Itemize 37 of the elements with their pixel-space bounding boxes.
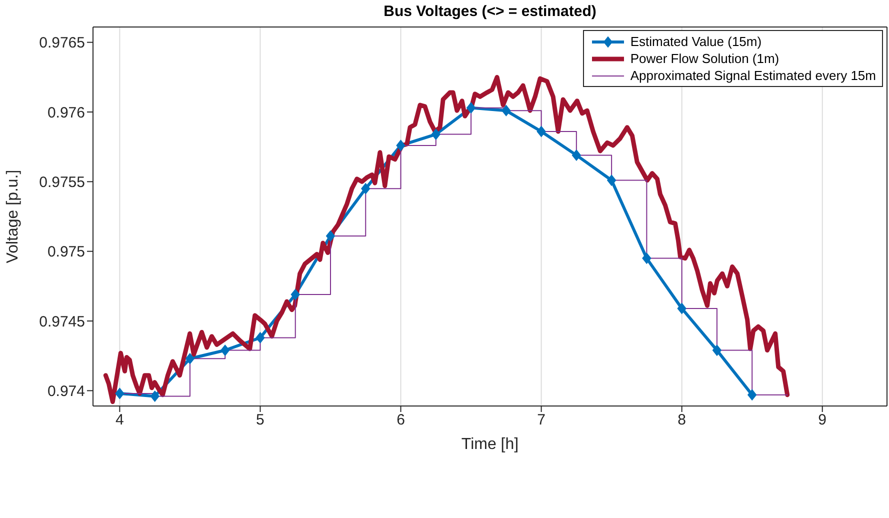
point xyxy=(748,389,757,400)
point xyxy=(290,289,300,300)
point xyxy=(220,344,230,356)
x-tick-label: 8 xyxy=(678,412,686,429)
point xyxy=(361,183,370,194)
point xyxy=(185,353,194,364)
point xyxy=(115,388,124,399)
y-tick-label: 0.976 xyxy=(47,104,85,122)
point xyxy=(642,252,652,264)
x-tick-label: 7 xyxy=(537,412,546,429)
y-tick-label: 0.9765 xyxy=(39,34,85,52)
point xyxy=(150,390,160,402)
x-tick-label: 5 xyxy=(256,412,264,429)
point xyxy=(502,105,511,116)
point xyxy=(326,230,335,242)
legend-label: Estimated Value (15m) xyxy=(630,34,762,49)
x-axis-title: Time [h] xyxy=(461,436,519,453)
x-tick-label: 4 xyxy=(116,412,124,429)
x-tick-label: 9 xyxy=(818,412,827,429)
y-tick-label: 0.974 xyxy=(47,383,85,400)
point xyxy=(466,102,476,114)
legend-label: Approximated Signal Estimated every 15m xyxy=(630,68,876,83)
point xyxy=(256,332,265,344)
point xyxy=(607,174,616,186)
x-tick-label: 6 xyxy=(396,412,405,429)
y-tick-label: 0.975 xyxy=(47,244,85,261)
point xyxy=(396,140,406,151)
chart-title: Bus Voltages (<> = estimated) xyxy=(382,3,598,20)
y-tick-label: 0.9755 xyxy=(39,174,85,191)
point xyxy=(712,344,722,356)
legend-label: Power Flow Solution (1m) xyxy=(630,51,780,66)
point xyxy=(431,128,440,140)
y-tick-label: 0.9745 xyxy=(39,313,85,330)
point xyxy=(572,150,581,161)
y-axis-title: Voltage [p.u.] xyxy=(4,170,22,264)
point xyxy=(677,302,686,314)
point xyxy=(536,126,546,138)
